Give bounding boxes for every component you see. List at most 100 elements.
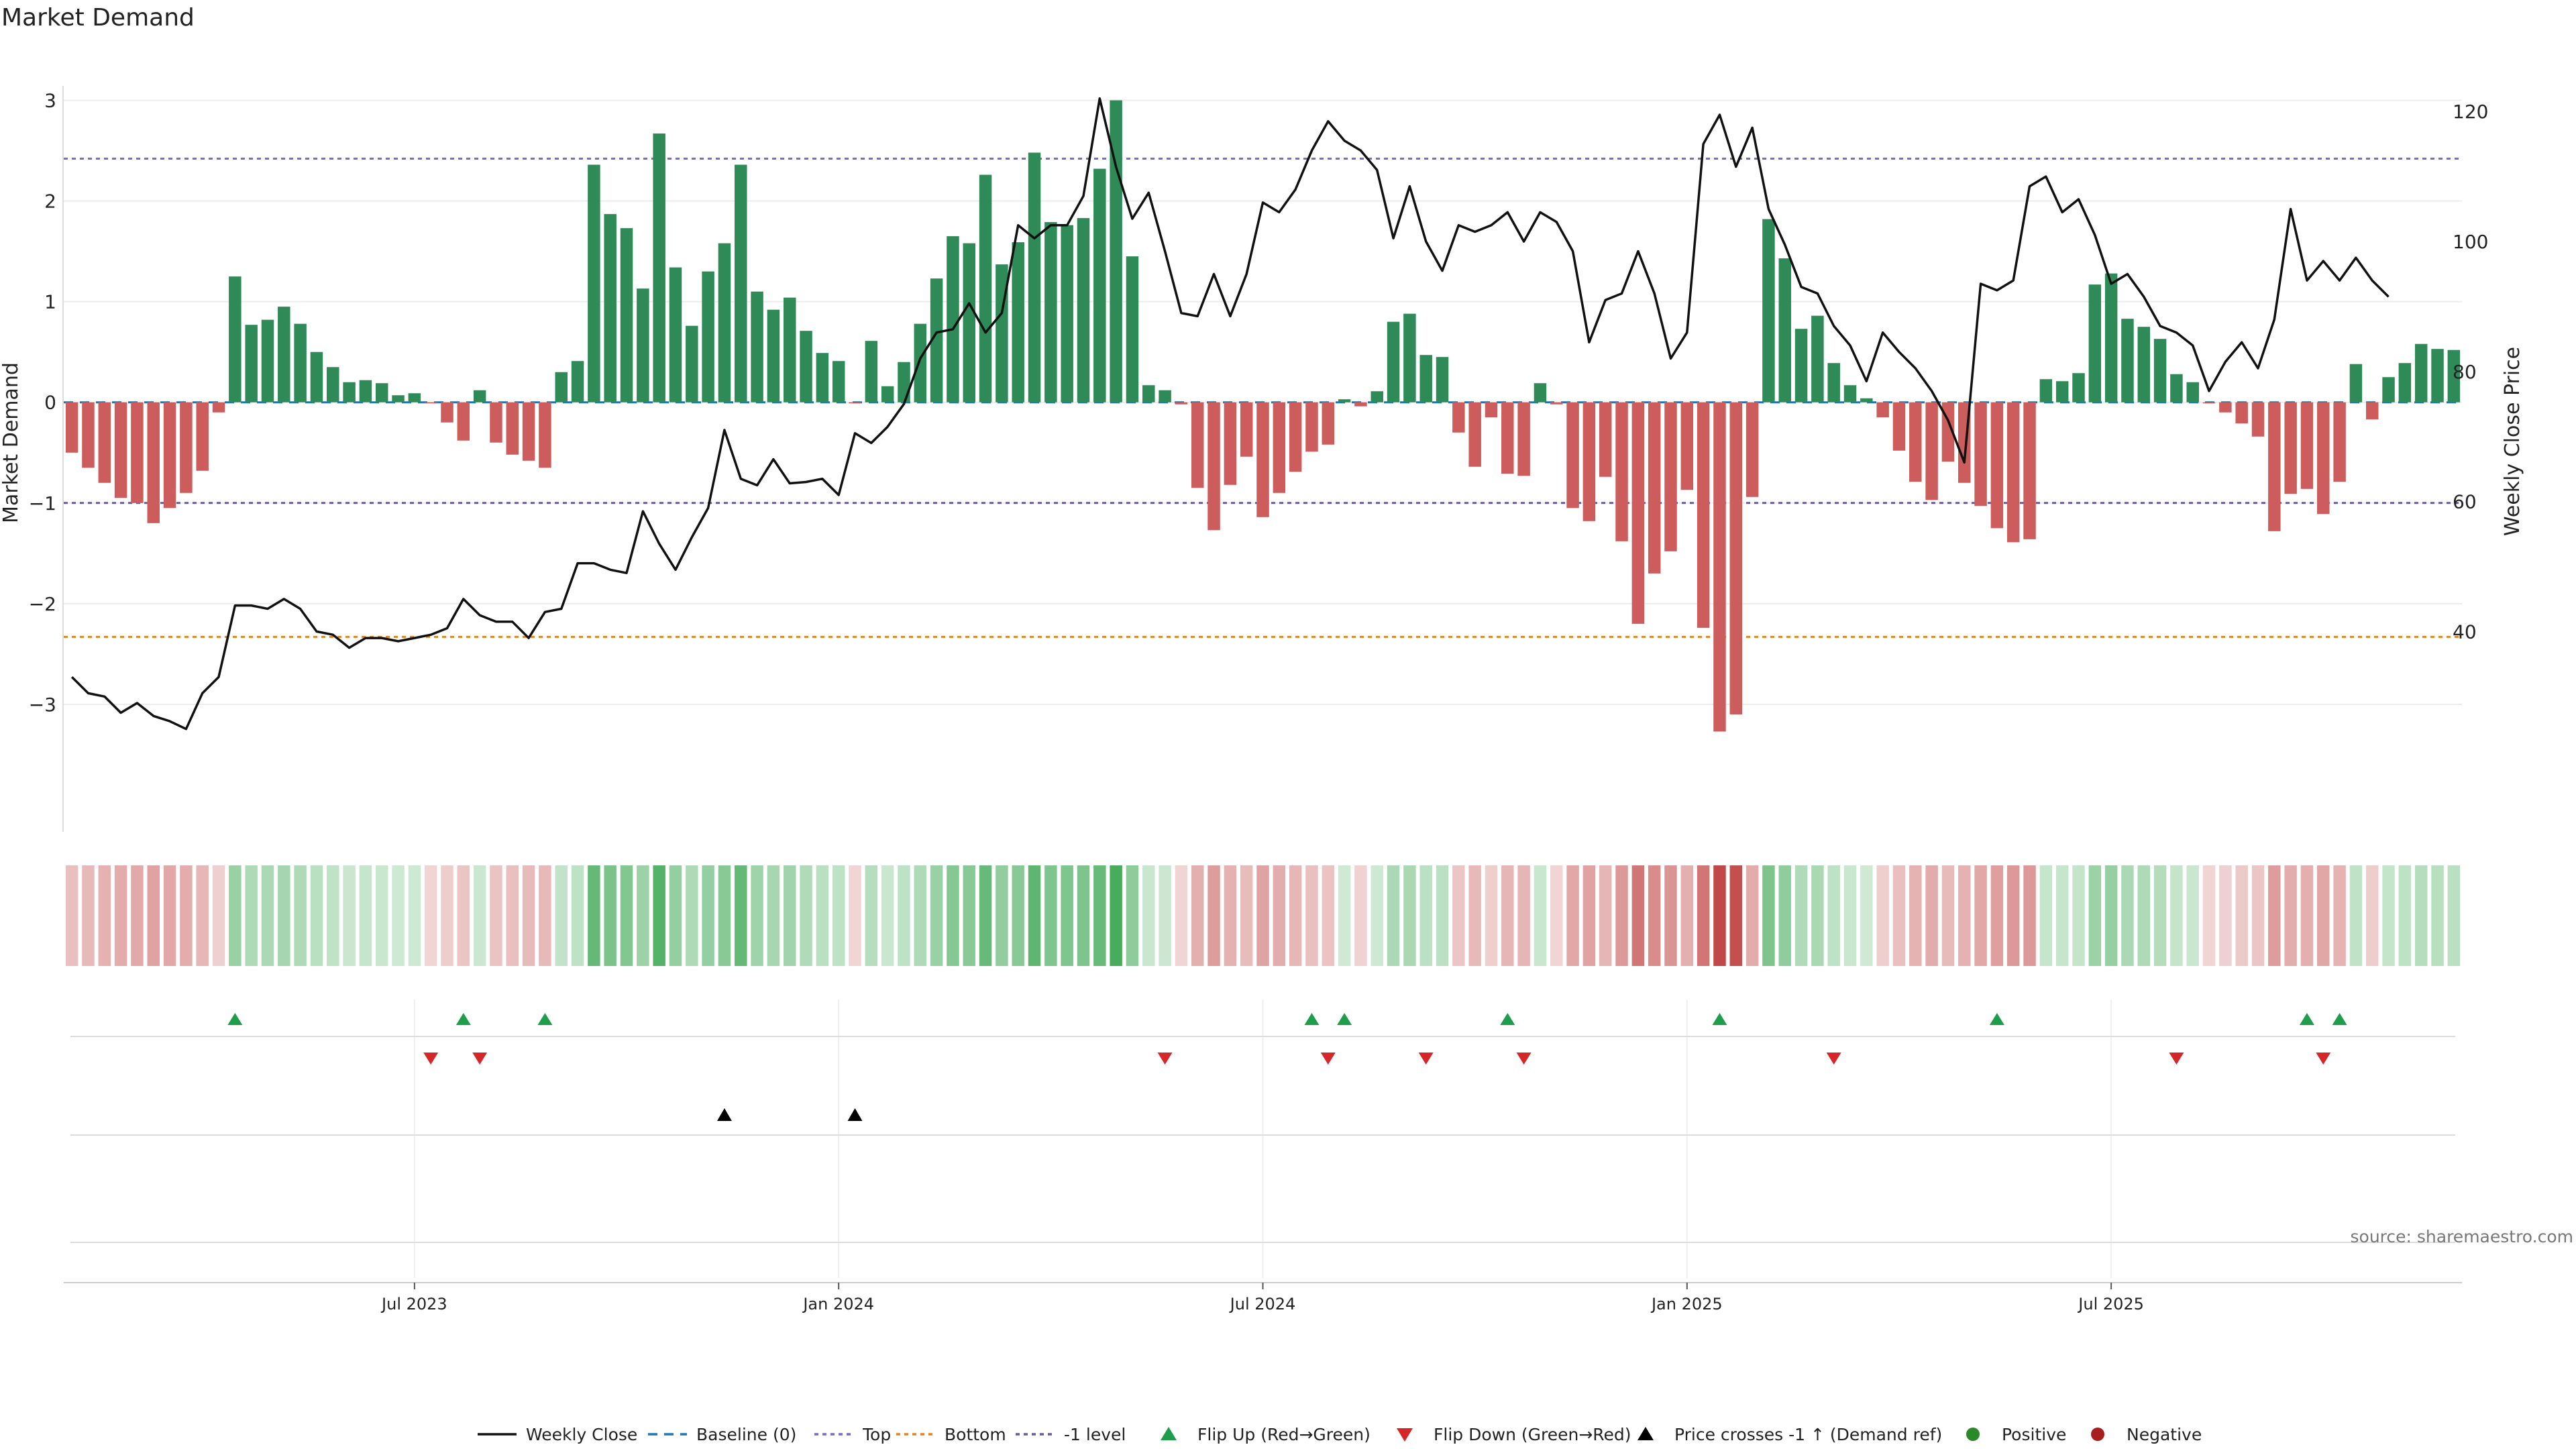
demand-bar: [180, 402, 193, 493]
flip-down-marker: [423, 1053, 439, 1065]
heat-cell: [1371, 865, 1383, 966]
heat-cell: [343, 865, 356, 966]
demand-bar: [735, 164, 747, 402]
heat-cell: [1843, 865, 1857, 966]
heat-cell: [1713, 865, 1726, 966]
demand-bar: [522, 402, 535, 461]
heat-cell: [2300, 865, 2314, 966]
demand-bar: [2104, 273, 2118, 402]
demand-bar: [2333, 402, 2346, 482]
demand-bar: [1501, 402, 1514, 474]
heat-cell: [1778, 865, 1791, 966]
demand-bar: [2317, 402, 2330, 515]
demand-bar: [1240, 402, 1253, 457]
heat-cell: [718, 865, 731, 966]
heat-cell: [2268, 865, 2281, 966]
price-cross-marker: [716, 1108, 732, 1121]
heat-cell: [1436, 865, 1449, 966]
demand-bar: [2398, 363, 2412, 402]
demand-bar: [2431, 349, 2444, 402]
legend-item: Positive: [1966, 1425, 2066, 1444]
heat-cell: [930, 865, 943, 966]
demand-bar: [1338, 399, 1351, 402]
demand-bar: [1990, 402, 2004, 529]
demand-bar: [1419, 355, 1432, 402]
demand-bar: [278, 307, 290, 402]
heat-cell: [979, 865, 992, 966]
heat-cell: [1175, 865, 1188, 966]
demand-bar: [2202, 402, 2216, 404]
demand-bar: [1631, 402, 1645, 624]
demand-bar: [588, 164, 600, 402]
y2-tick-label: 60: [2453, 491, 2477, 513]
flip-up-marker: [2332, 1013, 2347, 1025]
legend-label: Flip Up (Red→Green): [1197, 1425, 1371, 1444]
heat-cell: [702, 865, 714, 966]
flip-down-marker: [472, 1053, 488, 1065]
heat-cell: [539, 865, 551, 966]
demand-bar: [1925, 402, 1938, 500]
demand-bar: [604, 214, 616, 402]
demand-bar: [490, 402, 502, 443]
demand-bar: [229, 276, 241, 402]
demand-bar: [1403, 313, 1416, 402]
heat-cell: [669, 865, 682, 966]
flip-up-marker: [2299, 1013, 2314, 1025]
demand-bar: [1354, 402, 1367, 407]
demand-bar: [1452, 402, 1465, 433]
price-cross-marker: [847, 1108, 863, 1121]
heat-cell: [767, 865, 780, 966]
heat-cell: [1273, 865, 1286, 966]
demand-bar: [2153, 339, 2167, 402]
heat-cell: [1419, 865, 1432, 966]
demand-bar: [1550, 402, 1563, 405]
heat-cell: [2235, 865, 2248, 966]
legend-label: Bottom: [945, 1425, 1006, 1444]
heat-cell: [816, 865, 829, 966]
demand-bar: [245, 325, 258, 402]
demand-bar: [2088, 284, 2102, 402]
heat-cell: [1077, 865, 1090, 966]
y2-axis-label: Weekly Close Price: [2501, 347, 2524, 536]
demand-bar: [751, 291, 763, 402]
heat-cell: [359, 865, 372, 966]
demand-bar: [1305, 402, 1318, 452]
heat-cell: [1289, 865, 1302, 966]
heat-cell: [522, 865, 535, 966]
legend-swatch-triangle-down: [1397, 1428, 1413, 1442]
heat-cell: [637, 865, 649, 966]
y2-tick-label: 100: [2453, 231, 2488, 253]
demand-bar: [2366, 402, 2379, 420]
heat-cell: [555, 865, 568, 966]
demand-bar: [979, 174, 992, 402]
heat-cell: [196, 865, 209, 966]
demand-bar: [800, 331, 812, 402]
demand-bar: [1713, 402, 1726, 732]
heat-cell: [1550, 865, 1563, 966]
demand-bar: [82, 402, 95, 468]
demand-bar: [2039, 379, 2053, 402]
heat-cell: [131, 865, 144, 966]
demand-bar: [2137, 327, 2151, 402]
heat-cell: [1925, 865, 1938, 966]
heat-cell: [996, 865, 1008, 966]
heat-cell: [2153, 865, 2167, 966]
demand-bar: [1093, 168, 1106, 402]
demand-bar: [163, 402, 176, 508]
heat-cell: [2170, 865, 2183, 966]
flip-down-marker: [1157, 1053, 1173, 1065]
demand-bar: [865, 341, 878, 402]
heat-cell: [506, 865, 519, 966]
heat-cell: [1599, 865, 1612, 966]
heat-cell: [1566, 865, 1579, 966]
heat-cell: [457, 865, 470, 966]
heat-cell: [2317, 865, 2330, 966]
demand-bar: [261, 319, 274, 402]
heat-cell: [2251, 865, 2265, 966]
x-axis-ticks: Jul 2023 Jan 2024 Jul 2024 Jan 2025 Jul 2025: [64, 1282, 2462, 1313]
x-tick-label: Jan 2025: [1650, 1295, 1723, 1313]
demand-bar: [1762, 219, 1775, 402]
heat-cell: [1615, 865, 1628, 966]
demand-bar: [686, 325, 698, 402]
y2-tick-label: 40: [2453, 621, 2477, 643]
